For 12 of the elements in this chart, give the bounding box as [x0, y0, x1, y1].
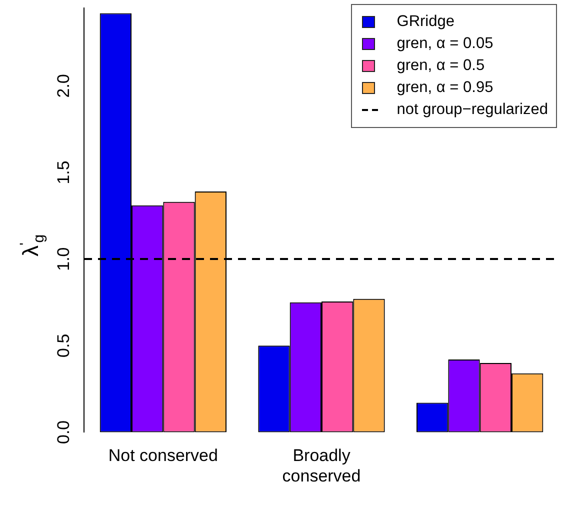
legend-label: gren, α = 0.05: [396, 34, 494, 54]
y-tick-label: 0.5: [54, 334, 74, 358]
y-tick-label: 2.0: [54, 74, 74, 98]
y-tick-label: 1.0: [54, 247, 74, 271]
x-tick-label: Broadly conserved: [282, 446, 361, 486]
legend-label: GRridge: [396, 12, 454, 32]
y-tick-label: 1.5: [54, 160, 74, 184]
legend-label: gren, α = 0.5: [396, 56, 485, 76]
legend-label: not group−regularized: [396, 100, 548, 120]
y-tick-label: 0.0: [54, 420, 74, 444]
legend-label: gren, α = 0.95: [396, 78, 494, 98]
x-tick-label: Not conserved: [108, 446, 218, 466]
